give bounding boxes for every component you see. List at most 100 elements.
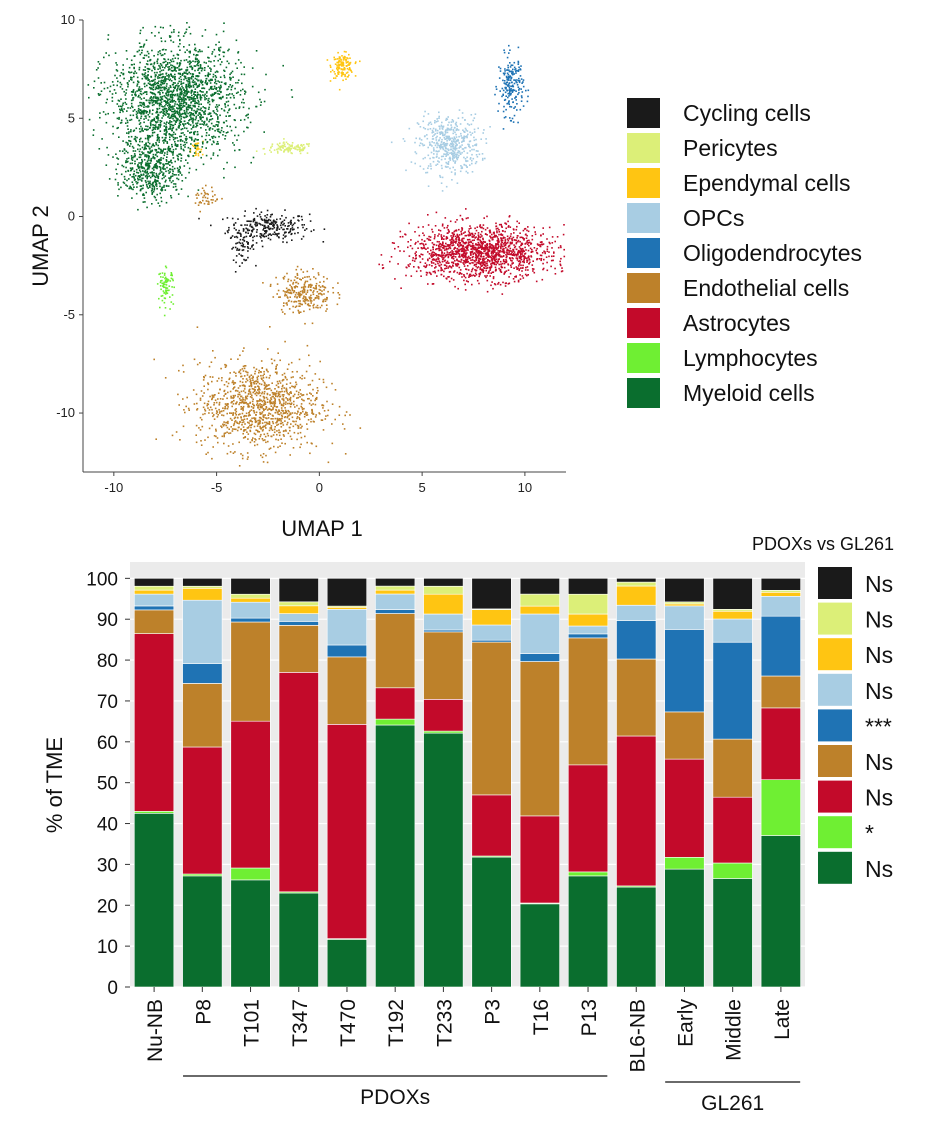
umap-point <box>501 245 504 248</box>
umap-point <box>475 246 477 249</box>
umap-point <box>213 60 215 62</box>
umap-point <box>347 64 349 66</box>
umap-point <box>176 167 179 169</box>
umap-point <box>485 245 487 248</box>
umap-point <box>515 228 518 231</box>
umap-point <box>466 252 468 254</box>
umap-point <box>445 254 448 256</box>
umap-point <box>456 152 459 154</box>
umap-point <box>252 437 254 439</box>
umap-point <box>302 148 305 151</box>
umap-point <box>235 235 238 238</box>
umap-point <box>415 254 417 256</box>
umap-point <box>234 420 237 422</box>
umap-point <box>481 246 484 249</box>
umap-point <box>178 369 180 372</box>
umap-point <box>529 247 532 250</box>
umap-point <box>182 398 184 400</box>
umap-point <box>495 228 498 230</box>
umap-point <box>422 157 425 160</box>
umap-point <box>274 451 277 454</box>
umap-point <box>235 39 238 42</box>
umap-point <box>504 72 506 74</box>
umap-point <box>265 406 268 408</box>
umap-point <box>162 73 164 75</box>
umap-point <box>263 425 265 427</box>
umap-point <box>216 198 218 201</box>
umap-point <box>244 259 247 262</box>
umap-point <box>256 224 258 227</box>
umap-point <box>154 78 156 81</box>
umap-point <box>445 137 448 140</box>
umap-point <box>394 247 396 250</box>
umap-point <box>528 244 530 247</box>
umap-point <box>291 152 293 155</box>
umap-point <box>458 238 460 240</box>
umap-point <box>403 250 405 253</box>
umap-point <box>496 262 499 264</box>
umap-point <box>274 411 277 414</box>
umap-point <box>236 421 238 424</box>
umap-point <box>428 235 430 238</box>
umap-point <box>137 80 139 82</box>
umap-point <box>436 253 438 256</box>
umap-point <box>118 105 120 108</box>
umap-point <box>210 361 213 363</box>
umap-point <box>442 244 445 247</box>
umap-point <box>412 257 414 259</box>
umap-point <box>513 73 515 75</box>
umap-point <box>232 403 235 405</box>
umap-point <box>224 232 226 235</box>
umap-point <box>292 229 294 231</box>
umap-point <box>145 112 148 114</box>
umap-point <box>185 87 188 89</box>
umap-point <box>512 85 515 88</box>
umap-point <box>255 380 258 382</box>
umap-point <box>554 273 557 275</box>
umap-point <box>233 417 236 420</box>
umap-point <box>500 233 502 236</box>
umap-point <box>450 277 453 280</box>
umap-point <box>176 84 178 87</box>
umap-point <box>498 223 501 226</box>
umap-point <box>329 80 332 82</box>
umap-point <box>213 394 215 397</box>
umap-point <box>473 139 476 142</box>
umap-point <box>450 254 452 257</box>
umap-point <box>463 259 465 262</box>
umap-point <box>187 154 190 157</box>
umap-point <box>267 388 270 390</box>
umap-point <box>179 43 181 45</box>
umap-point <box>238 265 241 267</box>
umap-point <box>283 435 285 437</box>
umap-point <box>282 430 285 433</box>
umap-point <box>306 428 309 430</box>
umap-point <box>471 233 474 236</box>
umap-point <box>481 252 483 254</box>
umap-point <box>455 136 458 138</box>
umap-point <box>464 276 467 279</box>
umap-point <box>468 124 471 126</box>
umap-point <box>297 432 299 435</box>
umap-point <box>170 277 173 280</box>
umap-point <box>272 296 275 298</box>
umap-point <box>225 120 228 122</box>
umap-point <box>308 402 311 405</box>
umap-point <box>438 139 440 142</box>
umap-point <box>325 415 327 417</box>
umap-point <box>237 387 240 389</box>
umap-point <box>180 147 182 150</box>
umap-point <box>167 279 170 281</box>
umap-point <box>495 254 497 257</box>
umap-point <box>503 116 506 119</box>
umap-point <box>503 82 506 84</box>
umap-point <box>439 126 441 128</box>
umap-point <box>286 398 289 400</box>
umap-point <box>239 372 242 375</box>
umap-point <box>489 267 492 270</box>
umap-point <box>516 259 519 261</box>
umap-point <box>191 144 194 147</box>
umap-point <box>212 76 215 78</box>
umap-point <box>510 81 513 84</box>
umap-point <box>161 81 164 84</box>
